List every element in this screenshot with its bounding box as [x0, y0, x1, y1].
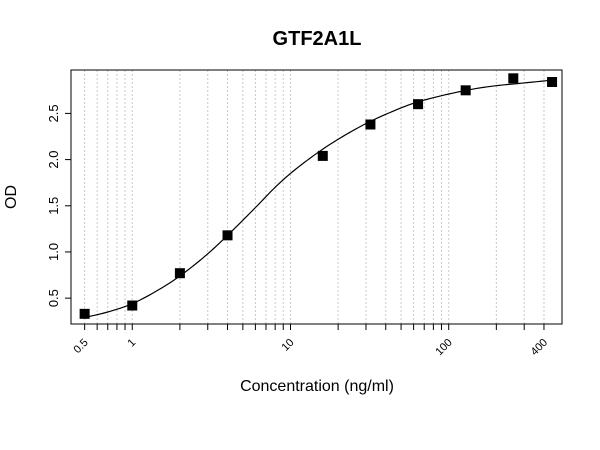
y-tick-label: 2.0: [46, 151, 61, 169]
data-point: [460, 85, 471, 96]
data-points: [79, 73, 558, 319]
data-point: [222, 230, 233, 241]
data-point: [365, 119, 376, 130]
data-point: [317, 150, 328, 161]
data-point: [508, 73, 519, 84]
x-tick-label: 400: [529, 337, 550, 358]
data-point: [127, 300, 138, 311]
y-tick-label: 0.5: [46, 289, 61, 307]
data-point: [547, 77, 558, 88]
fit-curve-line: [84, 79, 553, 319]
y-tick-label: 1.0: [46, 243, 61, 261]
y-tick-label: 2.5: [46, 104, 61, 122]
data-point: [413, 99, 424, 110]
y-tick-label: 1.5: [46, 197, 61, 215]
x-tick-label: 10: [279, 337, 296, 354]
y-axis: 0.5 1.0 1.5 2.0 2.5: [46, 104, 72, 307]
x-axis-label: Concentration (ng/ml): [240, 378, 394, 395]
x-tick-label: 100: [433, 337, 454, 358]
data-point: [79, 308, 90, 319]
chart-title: GTF2A1L: [273, 28, 362, 50]
data-point: [174, 268, 185, 279]
x-tick-label: 0.5: [71, 337, 90, 356]
x-axis: 0.5 1 10 100 400: [71, 323, 550, 358]
y-axis-label: OD: [3, 185, 20, 209]
x-tick-label: 1: [126, 337, 139, 350]
grid-lines: [84, 70, 545, 324]
plot-frame: [70, 69, 563, 325]
